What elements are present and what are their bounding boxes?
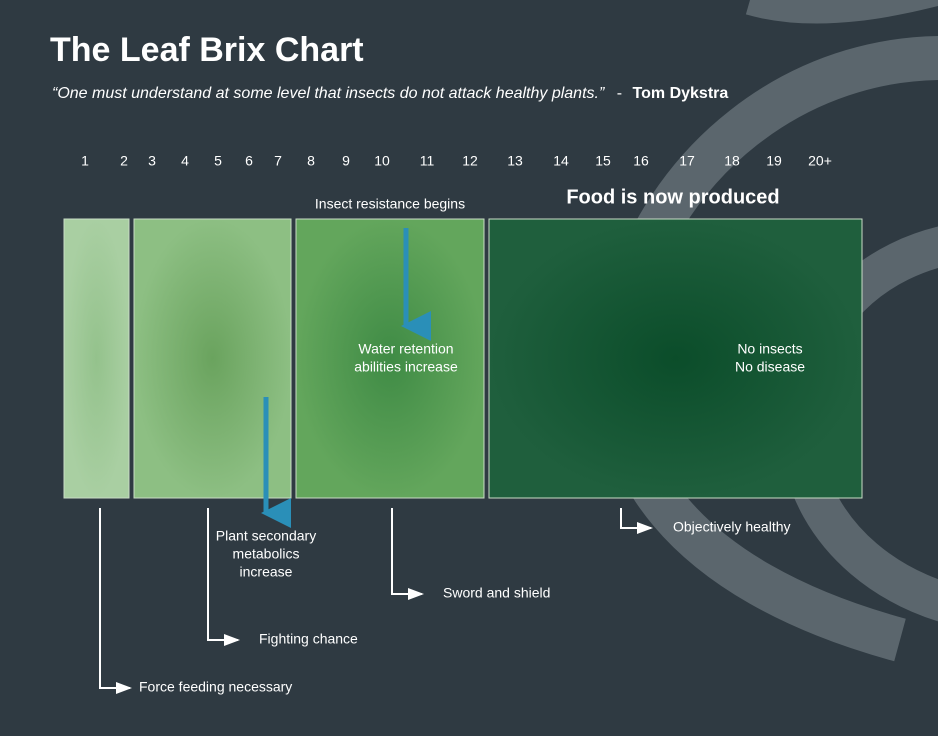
block-text: Water retention — [358, 341, 453, 357]
title: The Leaf Brix Chart — [50, 31, 364, 69]
heading: Insect resistance begins — [315, 196, 465, 212]
quote-text: “One must understand at some level that … — [52, 85, 605, 102]
scale-label: 11 — [420, 153, 435, 169]
scale-label: 2 — [120, 153, 128, 169]
annotation: Fighting chance — [259, 631, 358, 647]
connector — [99, 508, 132, 694]
annotation: Sword and shield — [443, 585, 550, 601]
block-text: No insects — [737, 341, 802, 357]
connector — [620, 508, 653, 534]
connector — [391, 508, 424, 600]
brix-block — [63, 218, 130, 499]
scale-label: 5 — [214, 153, 222, 169]
scale-label: 17 — [679, 153, 695, 169]
scale-label: 18 — [724, 153, 740, 169]
scale-label: 10 — [374, 153, 390, 169]
scale-label: 19 — [766, 153, 782, 169]
annotation: Force feeding necessary — [139, 679, 292, 695]
scale-label: 12 — [462, 153, 478, 169]
scale-label: 4 — [181, 153, 189, 169]
brix-block — [488, 218, 863, 499]
heading: Food is now produced — [566, 186, 779, 208]
block-text: abilities increase — [354, 359, 458, 375]
annotation: Objectively healthy — [673, 519, 791, 535]
connector — [207, 508, 240, 646]
scale-label: 3 — [148, 153, 156, 169]
brix-block — [295, 218, 485, 499]
scale-label: 1 — [81, 153, 89, 169]
block-text: No disease — [735, 359, 805, 375]
block-text: metabolics — [233, 546, 300, 562]
quote: “One must understand at some level that … — [52, 85, 728, 102]
scale-label: 14 — [553, 153, 569, 169]
scale-label: 9 — [342, 153, 350, 169]
scale-label: 13 — [507, 153, 523, 169]
separator: - — [617, 85, 622, 102]
block-text: Plant secondary — [216, 528, 316, 544]
scale-label: 6 — [245, 153, 253, 169]
scale-label: 8 — [307, 153, 315, 169]
scale-label: 16 — [633, 153, 649, 169]
block-text: increase — [240, 564, 293, 580]
scale-label: 20+ — [808, 153, 832, 169]
scale-label: 7 — [274, 153, 282, 169]
author: Tom Dykstra — [633, 85, 729, 102]
scale-label: 15 — [595, 153, 611, 169]
